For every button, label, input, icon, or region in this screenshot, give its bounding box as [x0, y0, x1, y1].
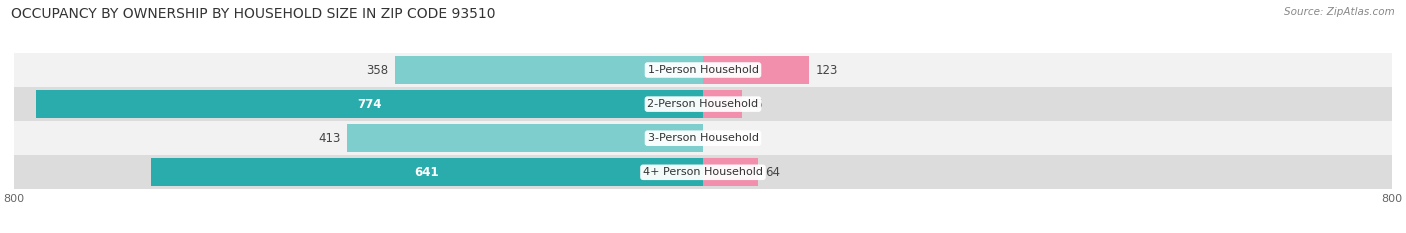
Text: 774: 774 — [357, 98, 382, 111]
Text: OCCUPANCY BY OWNERSHIP BY HOUSEHOLD SIZE IN ZIP CODE 93510: OCCUPANCY BY OWNERSHIP BY HOUSEHOLD SIZE… — [11, 7, 496, 21]
Text: 1-Person Household: 1-Person Household — [648, 65, 758, 75]
Bar — [347, 124, 703, 152]
Bar — [37, 90, 703, 118]
Text: 0: 0 — [710, 132, 717, 145]
Text: 64: 64 — [765, 166, 780, 179]
Text: 413: 413 — [318, 132, 340, 145]
Bar — [395, 56, 703, 84]
Bar — [14, 87, 1392, 121]
Bar — [150, 158, 703, 186]
Text: 123: 123 — [815, 64, 838, 76]
Text: 358: 358 — [366, 64, 388, 76]
Text: 4+ Person Household: 4+ Person Household — [643, 167, 763, 177]
Bar — [703, 56, 808, 84]
Text: Source: ZipAtlas.com: Source: ZipAtlas.com — [1284, 7, 1395, 17]
Bar — [14, 155, 1392, 189]
Bar — [14, 121, 1392, 155]
Text: 3-Person Household: 3-Person Household — [648, 133, 758, 143]
Text: 2-Person Household: 2-Person Household — [647, 99, 759, 109]
Text: 45: 45 — [748, 98, 763, 111]
Text: 641: 641 — [415, 166, 439, 179]
Bar — [703, 158, 758, 186]
Bar — [14, 53, 1392, 87]
Bar — [703, 90, 742, 118]
